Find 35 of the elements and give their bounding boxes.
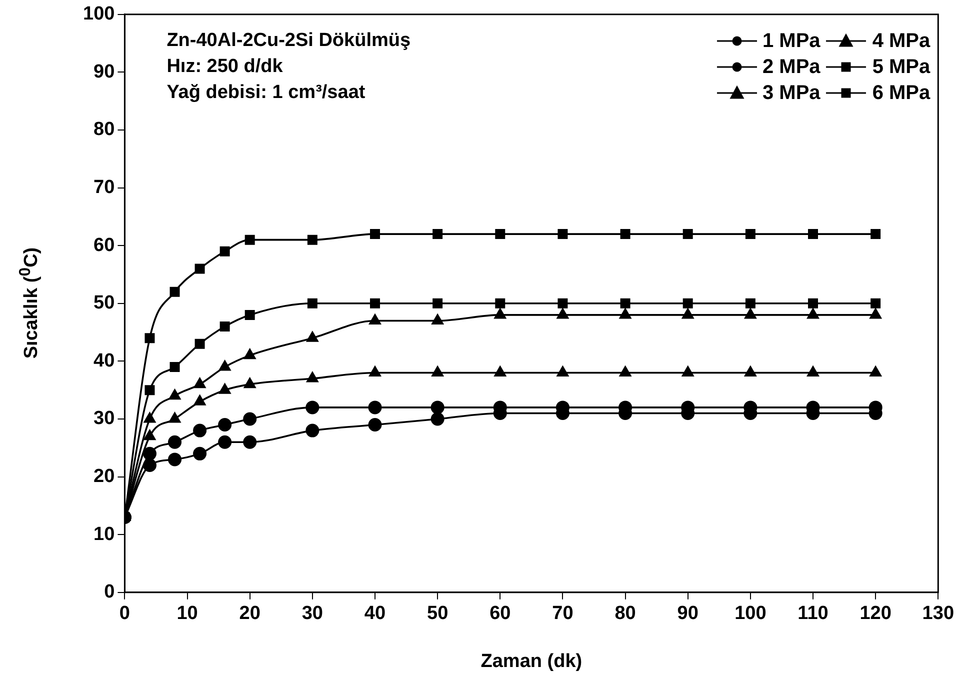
x-tick-label: 100 <box>734 603 766 624</box>
x-tick-label: 80 <box>614 603 636 624</box>
y-tick-label: 0 <box>104 582 115 603</box>
y-tick-label: 80 <box>94 119 115 140</box>
annotation: Hız: 250 d/dk <box>166 55 284 80</box>
x-tick-label: 110 <box>798 603 828 624</box>
x-tick-label: 10 <box>176 603 198 624</box>
legend-label: 5 MPa <box>872 56 930 79</box>
y-tick-label: 30 <box>94 408 115 430</box>
legend-label: 3 MPa <box>762 82 820 105</box>
legend-label: 4 MPa <box>872 30 930 53</box>
x-tick-label: 90 <box>677 603 698 624</box>
annotation: Yağ debisi: 1 cm³/saat <box>166 81 366 106</box>
legend-label: 6 MPa <box>872 82 930 105</box>
x-tick-label: 50 <box>426 603 448 624</box>
x-tick-label: 130 <box>922 603 954 624</box>
legend-label: 2 MPa <box>762 56 820 79</box>
x-tick-label: 40 <box>364 603 386 624</box>
legend-label: 1 MPa <box>762 30 820 53</box>
x-tick-label: 120 <box>860 603 892 624</box>
y-tick-label: 90 <box>94 61 115 82</box>
x-tick-label: 30 <box>302 603 323 624</box>
y-tick-label: 20 <box>94 466 115 488</box>
x-tick-label: 70 <box>552 603 574 624</box>
y-tick-label: 60 <box>94 234 115 256</box>
annotation: Zn-40Al-2Cu-2Si Dökülmüş <box>166 29 411 54</box>
y-tick-label: 10 <box>94 524 115 545</box>
y-tick-label: 100 <box>83 4 115 25</box>
y-tick-label: 50 <box>94 292 115 314</box>
y-tick-label: 40 <box>94 350 115 372</box>
x-tick-label: 60 <box>490 603 511 624</box>
x-tick-label: 0 <box>119 603 130 624</box>
y-tick-label: 70 <box>94 177 115 198</box>
x-axis-title: Zaman (dk) <box>480 650 582 672</box>
x-tick-label: 20 <box>239 603 260 624</box>
